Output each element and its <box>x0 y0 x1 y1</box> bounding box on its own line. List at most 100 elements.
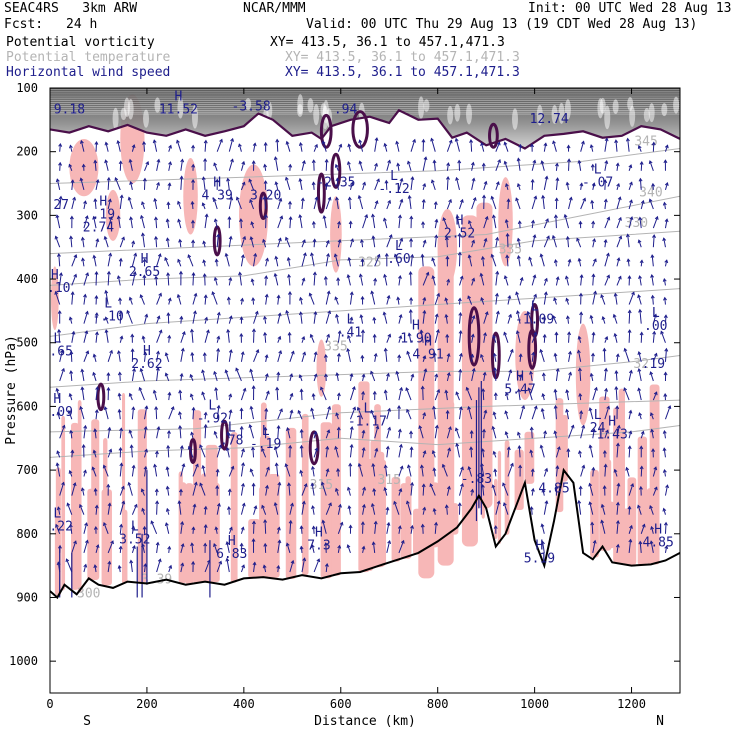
wind-vector <box>664 182 668 191</box>
wind-arrowhead <box>590 199 595 204</box>
wind-vector <box>519 277 523 286</box>
wind-arrowhead <box>55 387 60 392</box>
wind-arrowhead <box>59 272 63 277</box>
wind-arrowhead <box>142 177 147 182</box>
wind-arrowhead <box>399 237 404 242</box>
wind-vector <box>664 522 667 534</box>
wind-vector <box>141 488 145 496</box>
wind-vector <box>191 329 194 343</box>
wind-arrowhead <box>157 253 162 258</box>
wind-arrowhead <box>581 464 586 469</box>
wind-arrowhead <box>140 488 145 493</box>
extremum-value: 2.52 <box>444 227 475 242</box>
wind-vector <box>664 315 667 324</box>
wind-arrowhead <box>94 141 99 145</box>
wind-vector <box>372 236 376 248</box>
wind-arrowhead <box>593 290 598 295</box>
wind-arrowhead <box>117 408 122 413</box>
wind-arrowhead <box>131 144 136 149</box>
wind-vector <box>386 427 391 439</box>
wind-arrowhead <box>228 276 233 281</box>
wind-vector <box>615 370 618 381</box>
wind-vector <box>638 240 642 248</box>
wind-arrowhead <box>623 347 628 352</box>
wind-arrowhead <box>637 144 642 149</box>
wind-vector <box>372 214 376 229</box>
wind-arrowhead <box>290 350 295 355</box>
wind-arrowhead <box>603 198 608 203</box>
wind-arrowhead <box>448 198 452 203</box>
wind-vector <box>250 468 255 477</box>
wind-vector <box>664 348 667 362</box>
wind-arrowhead <box>541 194 546 199</box>
wind-vector <box>239 272 242 286</box>
extremum-value: 4.39 <box>202 188 233 203</box>
wind-vector <box>141 508 145 515</box>
wind-vector <box>628 539 632 553</box>
wind-arrowhead <box>142 525 147 530</box>
wind-arrowhead <box>434 218 439 223</box>
wind-vector <box>129 159 133 171</box>
pv-fill-blob <box>330 196 342 273</box>
wind-vector <box>114 177 121 191</box>
wind-vector <box>144 314 148 324</box>
wind-vector <box>322 141 327 152</box>
wind-vector <box>530 450 533 458</box>
wind-arrowhead <box>360 521 365 525</box>
wind-arrowhead <box>313 351 318 356</box>
wind-vector <box>95 238 99 248</box>
wind-arrowhead <box>274 255 279 260</box>
wind-vector <box>180 463 185 477</box>
wind-vector <box>228 138 234 152</box>
wind-arrowhead <box>177 218 182 223</box>
theta-label: 315 <box>377 473 400 488</box>
wind-arrowhead <box>663 159 668 164</box>
wind-arrowhead <box>154 406 159 410</box>
wind-vector <box>459 467 464 477</box>
wind-vector <box>168 565 172 573</box>
wind-vector <box>300 546 303 553</box>
wind-arrowhead <box>555 177 560 182</box>
wind-arrowhead <box>325 445 330 450</box>
wind-vector <box>117 140 121 152</box>
wind-vector <box>623 387 630 401</box>
wind-arrowhead <box>202 259 207 264</box>
wind-vector <box>190 374 194 382</box>
wind-arrowhead <box>84 215 89 220</box>
wind-arrowhead <box>422 239 427 244</box>
legend-wind-name: Horizontal wind speed <box>6 65 171 80</box>
wind-vector <box>495 159 501 171</box>
wind-arrowhead <box>226 506 231 510</box>
wind-arrowhead <box>314 196 319 201</box>
wind-vector <box>59 482 65 496</box>
wind-vector <box>468 255 473 267</box>
wind-arrowhead <box>180 562 185 567</box>
wind-vector <box>398 275 401 286</box>
wind-arrowhead <box>166 444 171 449</box>
wind-arrowhead <box>249 368 254 373</box>
wind-arrowhead <box>226 431 231 436</box>
wind-vector <box>300 389 303 401</box>
wind-arrowhead <box>289 409 294 414</box>
wind-arrowhead <box>104 159 109 164</box>
wind-vector <box>119 428 122 439</box>
wind-vector <box>240 503 245 515</box>
stratosphere-streak <box>536 104 543 126</box>
wind-arrowhead <box>241 448 245 453</box>
wind-vector <box>119 161 122 171</box>
wind-arrowhead <box>664 545 669 550</box>
wind-vector <box>660 331 666 343</box>
wind-arrowhead <box>225 541 230 546</box>
wind-arrowhead <box>458 330 463 334</box>
wind-arrowhead <box>612 313 617 318</box>
wind-vector <box>422 157 427 171</box>
wind-arrowhead <box>156 181 160 186</box>
wind-vector <box>519 374 522 382</box>
wind-vector <box>180 176 183 190</box>
wind-vector <box>168 335 170 343</box>
wind-vector <box>313 448 318 458</box>
wind-arrowhead <box>604 335 609 340</box>
extremum-value: -.10 <box>92 309 123 324</box>
wind-arrowhead <box>493 367 498 372</box>
wind-vector <box>325 310 331 324</box>
